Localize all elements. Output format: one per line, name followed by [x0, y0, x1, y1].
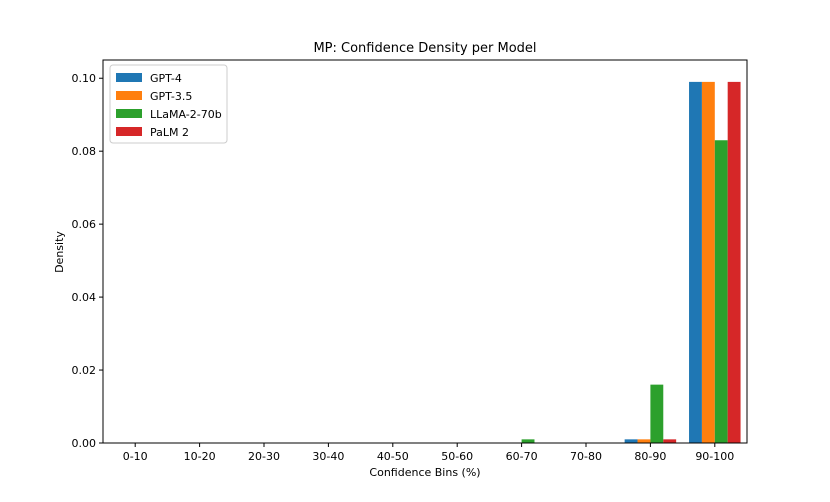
y-tick-label: 0.08	[72, 145, 97, 158]
bar-palm-2-80-90	[663, 439, 677, 443]
legend-label: LLaMA-2-70b	[150, 108, 222, 121]
y-tick-label: 0.02	[72, 364, 97, 377]
x-tick-label: 20-30	[248, 450, 280, 463]
bar-gpt-3-5-90-100	[701, 81, 715, 443]
legend-swatch	[116, 91, 142, 100]
legend-label: GPT-3.5	[150, 90, 192, 103]
x-tick-label: 90-100	[695, 450, 734, 463]
plot-area: 0-10 10-20 20-30 30-40 40-50 50-60 60-70 70-80 8…	[72, 59, 748, 463]
bar-llama-2-70b-90-100	[714, 140, 728, 443]
legend: GPT-4 GPT-3.5 LLaMA-2-70b PaLM 2	[109, 64, 228, 144]
x-tick-label: 40-50	[377, 450, 409, 463]
legend-label: GPT-4	[150, 72, 182, 85]
y-tick-label: 0.00	[72, 437, 97, 450]
axes-frame	[102, 59, 748, 444]
bar-gpt-4-80-90	[624, 439, 638, 443]
x-tick-label: 0-10	[123, 450, 148, 463]
x-tick-label: 30-40	[312, 450, 344, 463]
y-tick-label: 0.04	[72, 291, 97, 304]
x-tick-label: 10-20	[184, 450, 216, 463]
y-axis-label: Density	[53, 231, 66, 273]
chart-title: MP: Confidence Density per Model	[313, 41, 536, 56]
legend-box	[109, 64, 228, 144]
y-tick-label: 0.10	[72, 72, 97, 85]
legend-swatch	[116, 127, 142, 136]
x-tick-label: 80-90	[634, 450, 666, 463]
bar-gpt-3-5-80-90	[637, 439, 651, 443]
bar-llama-2-70b-60-70	[521, 439, 535, 443]
legend-swatch	[116, 109, 142, 118]
x-axis-label: Confidence Bins (%)	[369, 466, 480, 479]
bar-palm-2-90-100	[727, 81, 741, 443]
x-tick-label: 50-60	[441, 450, 473, 463]
y-tick-label: 0.06	[72, 218, 97, 231]
x-tick-label: 70-80	[570, 450, 602, 463]
bar-gpt-4-90-100	[689, 81, 702, 443]
x-tick-label: 60-70	[506, 450, 538, 463]
legend-label: PaLM 2	[150, 126, 189, 139]
legend-swatch	[116, 73, 142, 82]
bar-llama-2-70b-80-90	[650, 384, 664, 443]
